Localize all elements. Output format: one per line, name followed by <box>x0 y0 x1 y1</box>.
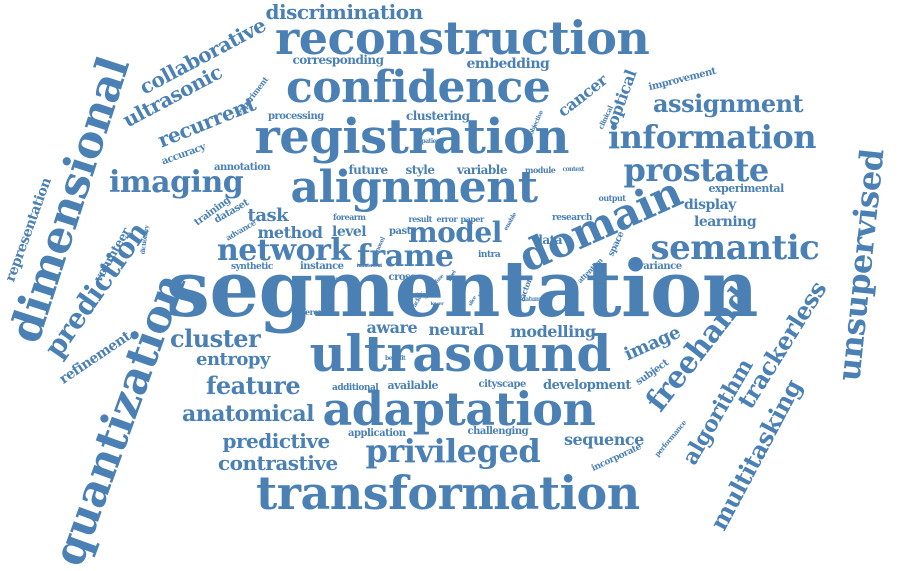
word-data: data <box>534 233 563 247</box>
word-research: research <box>552 212 592 223</box>
word-method: method <box>257 223 324 242</box>
word-instance: instance <box>300 261 344 272</box>
word-privileged: privileged <box>365 432 541 470</box>
word-patient: patient <box>421 138 443 145</box>
word-corresponding: corresponding <box>292 53 385 67</box>
word-lower: lower <box>430 300 444 307</box>
word-handworld: handworld <box>356 262 383 269</box>
word-sequence: sequence <box>564 430 644 449</box>
word-embedding: embedding <box>466 56 550 72</box>
word-experimental: experimental <box>708 181 785 195</box>
word-annotation: annotation <box>214 162 271 173</box>
word-transformation: transformation <box>256 466 640 520</box>
word-intra: intra <box>478 249 501 260</box>
word-contrastive: contrastive <box>218 451 338 475</box>
word-volume: volume <box>323 276 346 283</box>
word-application: application <box>348 428 406 439</box>
word-ultrasound: ultrasound <box>309 324 612 383</box>
word-enable: enable <box>501 211 518 232</box>
word-entropy: entropy <box>196 349 270 370</box>
word-assignment: assignment <box>653 89 804 118</box>
word-cluster: cluster <box>170 324 261 353</box>
word-error: error <box>436 214 458 224</box>
word-development: development <box>543 377 631 393</box>
word-paper: paper <box>460 214 485 224</box>
word-unsupervised: unsupervised <box>828 147 892 383</box>
word-additional: additional <box>332 382 379 393</box>
word-cityscape: cityscape <box>478 379 527 390</box>
word-challenging: challenging <box>467 426 529 437</box>
word-display: display <box>684 197 736 213</box>
word-variance: variance <box>638 261 682 272</box>
word-aware: aware <box>366 318 418 337</box>
word-feature: feature <box>206 371 301 400</box>
word-future: future <box>348 163 389 177</box>
word-different: different <box>291 307 327 317</box>
word-module: module <box>525 165 556 175</box>
word-semantic: semantic <box>650 228 820 268</box>
word-adaptation: adaptation <box>322 382 596 436</box>
word-modelling: modelling <box>510 322 596 341</box>
word-benefit: benefit <box>385 355 406 362</box>
word-cross: cross <box>388 272 416 283</box>
word-predictive: predictive <box>222 429 331 453</box>
word-result: result <box>408 214 433 224</box>
word-forearm: forearm <box>333 212 366 222</box>
word-style: style <box>405 163 435 177</box>
word-datum: datum <box>521 296 542 303</box>
word-neural: neural <box>428 320 485 339</box>
word-prostate: prostate <box>623 151 770 189</box>
word-past: past <box>389 226 411 237</box>
word-task: task <box>247 205 289 226</box>
word-imaging: imaging <box>109 165 244 200</box>
word-confidence: confidence <box>286 62 551 113</box>
word-learning: learning <box>694 214 757 230</box>
word-alignment: alignment <box>290 162 539 213</box>
word-model: model <box>408 216 502 249</box>
word-reconstruction: reconstruction <box>275 11 650 65</box>
word-context: context <box>562 166 585 173</box>
word-network: network <box>217 233 351 268</box>
word-discrimination: discrimination <box>265 0 424 24</box>
word-output: output <box>598 193 626 203</box>
word-anatomical: anatomical <box>182 401 314 427</box>
word-frame: frame <box>357 239 454 274</box>
word-clustering: clustering <box>406 109 470 123</box>
word-level: level <box>332 224 367 240</box>
word-segmentation: segmentation <box>166 244 758 335</box>
word-information: information <box>608 118 817 156</box>
word-registration: registration <box>254 109 570 165</box>
word-available: available <box>387 378 439 392</box>
word-variable: variable <box>457 163 508 177</box>
word-target: target <box>416 292 434 299</box>
word-processing: processing <box>268 111 324 122</box>
word-synthetic: synthetic <box>231 261 273 272</box>
